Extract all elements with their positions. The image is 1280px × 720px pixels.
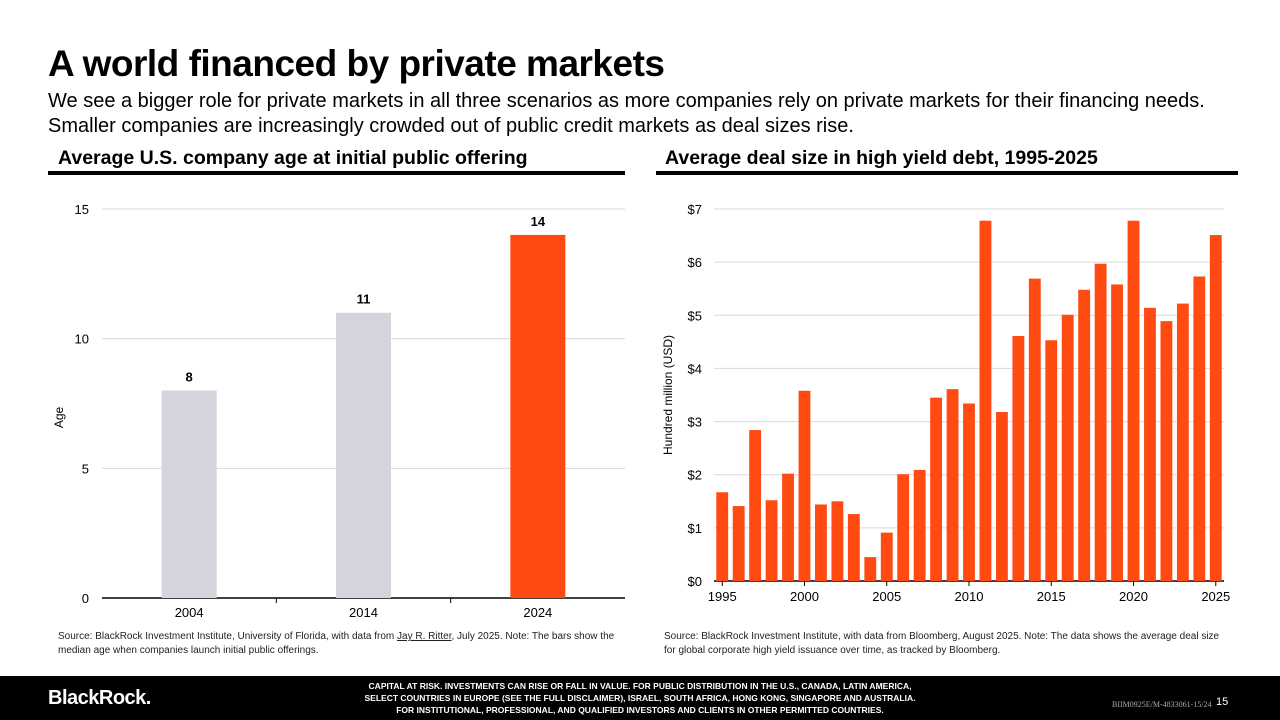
left-bar-2004 (161, 390, 217, 598)
right-ytick-label: $2 (688, 468, 702, 483)
right-ytick-label: $4 (688, 361, 702, 376)
left-data-label: 11 (357, 292, 371, 307)
right-bar-2018 (1094, 263, 1107, 581)
right-xtick-label: 2020 (1119, 589, 1148, 604)
right-bar-1998 (765, 500, 778, 581)
left-data-label: 14 (531, 214, 546, 229)
right-bar-2017 (1078, 289, 1091, 581)
left-ytick-label: 5 (82, 461, 89, 476)
document-code: BIIM0925E/M-4833061-15/24 (1112, 700, 1212, 709)
right-bar-2025 (1209, 235, 1222, 581)
right-ytick-label: $5 (688, 308, 702, 323)
right-bar-2014 (1028, 278, 1041, 581)
right-bar-2016 (1061, 314, 1074, 581)
right-bar-2012 (995, 412, 1008, 581)
right-ytick-label: $0 (688, 574, 702, 589)
right-bar-2022 (1160, 321, 1173, 581)
right-bar-1999 (782, 473, 794, 581)
right-bar-2002 (831, 501, 844, 581)
right-bar-2021 (1144, 307, 1156, 581)
right-bar-2011 (979, 220, 992, 581)
right-bar-2020 (1127, 220, 1140, 581)
disclaimer: Capital at risk. Investments can rise or… (364, 681, 916, 715)
right-bar-1997 (749, 430, 762, 581)
right-bar-2015 (1045, 340, 1058, 581)
left-chart-source: Source: BlackRock Investment Institute, … (58, 631, 615, 656)
left-xtick-label: 2014 (349, 605, 378, 620)
age-at-ipo-chart: 0 5 10 15 8 2004 11 2014 14 2024 Age (52, 202, 625, 620)
page-title: A world financed by private markets (48, 43, 665, 84)
right-bar-2007 (913, 469, 926, 581)
left-data-label: 8 (186, 370, 193, 385)
right-bar-2004 (864, 557, 877, 581)
right-xtick-label: 2005 (872, 589, 901, 604)
deal-size-chart: $0 $1 $2 $3 $4 $5 $6 $7 1995 2000 2005 2010 2015 2020… (661, 202, 1230, 604)
right-ytick-label: $3 (688, 415, 702, 430)
right-ytick-label: $6 (688, 255, 702, 270)
left-bar-2014 (336, 312, 391, 598)
left-chart-title: Average U.S. company age at initial publ… (58, 147, 528, 169)
right-xtick-label: 2010 (955, 589, 984, 604)
right-bar-1996 (732, 506, 745, 581)
right-bar-2019 (1111, 284, 1123, 581)
right-bar-2003 (847, 514, 860, 581)
left-ytick-label: 10 (75, 332, 89, 347)
right-bar-2006 (897, 474, 910, 581)
blackrock-logo: BlackRock. (48, 687, 151, 709)
right-chart-title: Average deal size in high yield debt, 19… (665, 147, 1098, 169)
right-bar-2001 (815, 504, 827, 581)
page-number: 15 (1216, 696, 1229, 708)
left-chart-rule (48, 171, 625, 175)
page-subtitle: We see a bigger role for private markets… (48, 90, 1205, 137)
right-bar-2024 (1193, 276, 1206, 581)
right-xtick-label: 2025 (1201, 589, 1230, 604)
right-bar-2008 (930, 397, 943, 581)
left-xtick-label: 2024 (523, 605, 552, 620)
left-xtick-label: 2004 (175, 605, 204, 620)
right-xtick-label: 2015 (1037, 589, 1066, 604)
right-bar-2010 (963, 403, 975, 581)
right-chart-rule (656, 171, 1238, 175)
footer: BlackRock. Capital at risk. Investments … (0, 676, 1280, 720)
left-ytick-label: 15 (75, 202, 89, 217)
left-ytick-label: 0 (82, 591, 89, 606)
left-y-axis-label: Age (52, 407, 66, 429)
right-y-axis-label: Hundred million (USD) (661, 335, 675, 455)
right-bar-2013 (1012, 336, 1025, 581)
right-xtick-label: 1995 (708, 589, 737, 604)
right-chart-source: Source: BlackRock Investment Institute, … (664, 631, 1220, 656)
right-xtick-label: 2000 (790, 589, 819, 604)
left-bar-2024 (510, 234, 566, 598)
right-bar-2000 (798, 390, 811, 581)
right-bar-2009 (946, 389, 959, 581)
right-ytick-label: $1 (688, 521, 702, 536)
right-bar-1995 (716, 492, 729, 581)
right-bar-2005 (880, 532, 893, 581)
right-bar-2023 (1176, 303, 1189, 581)
jay-ritter-link[interactable]: Jay R. Ritter (397, 631, 452, 642)
right-ytick-label: $7 (688, 202, 702, 217)
